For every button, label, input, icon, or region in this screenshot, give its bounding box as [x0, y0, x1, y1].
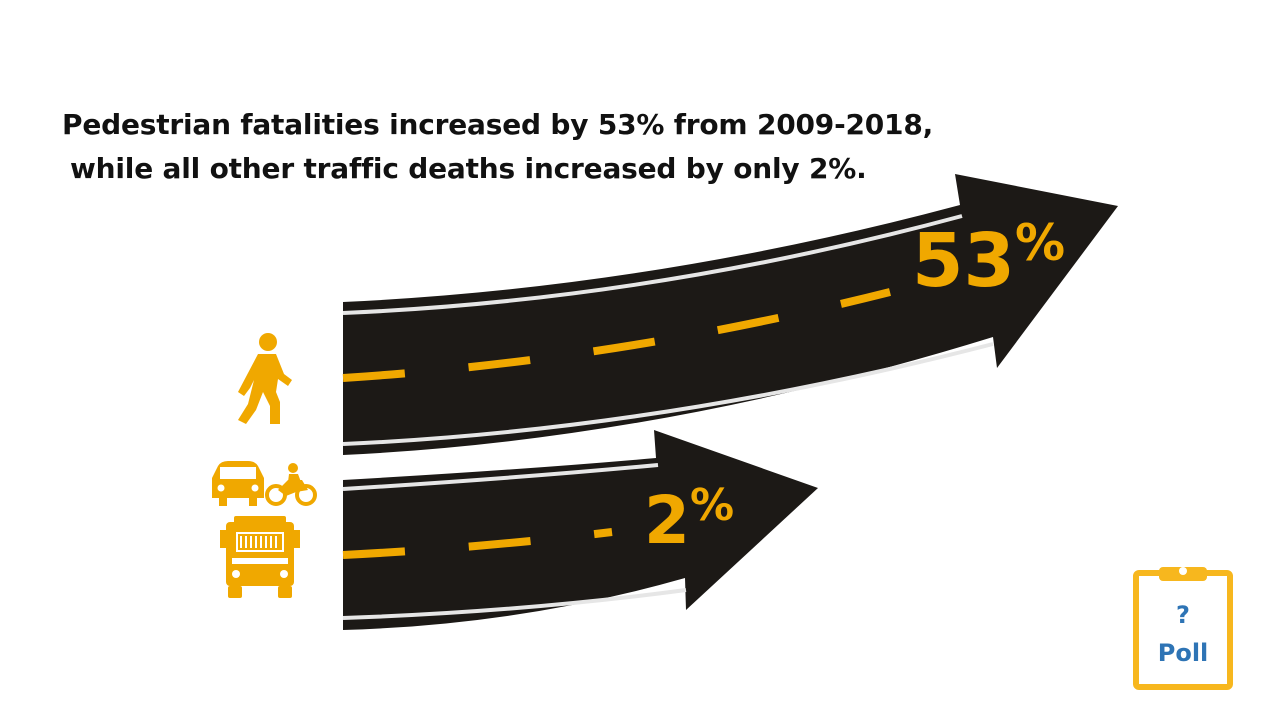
pedestrian-increase-label: 53% — [912, 218, 1065, 298]
motorcycle-icon — [265, 463, 317, 506]
clipboard-icon — [1133, 567, 1233, 690]
pedestrian-road-arrow — [342, 174, 1118, 455]
vehicle-increase-percent-sign: % — [689, 480, 735, 531]
vehicle-increase-label: 2% — [644, 484, 734, 554]
pedestrian-increase-percent-sign: % — [1014, 214, 1066, 272]
headline: Pedestrian fatalities increased by 53% f… — [62, 103, 962, 191]
truck-icon — [220, 516, 300, 598]
headline-line-1: Pedestrian fatalities increased by 53% f… — [62, 108, 934, 141]
vehicle-road-arrow — [342, 430, 818, 630]
poll-label: Poll — [1157, 639, 1209, 667]
pedestrian-icon — [238, 333, 292, 424]
vehicle-increase-value: 2 — [644, 482, 690, 559]
car-icon — [212, 461, 264, 506]
pedestrian-increase-value: 53 — [912, 218, 1015, 304]
headline-line-2: while all other traffic deaths increased… — [70, 152, 867, 185]
poll-button[interactable]: ? Poll — [1133, 563, 1233, 691]
poll-question-mark: ? — [1176, 601, 1190, 629]
